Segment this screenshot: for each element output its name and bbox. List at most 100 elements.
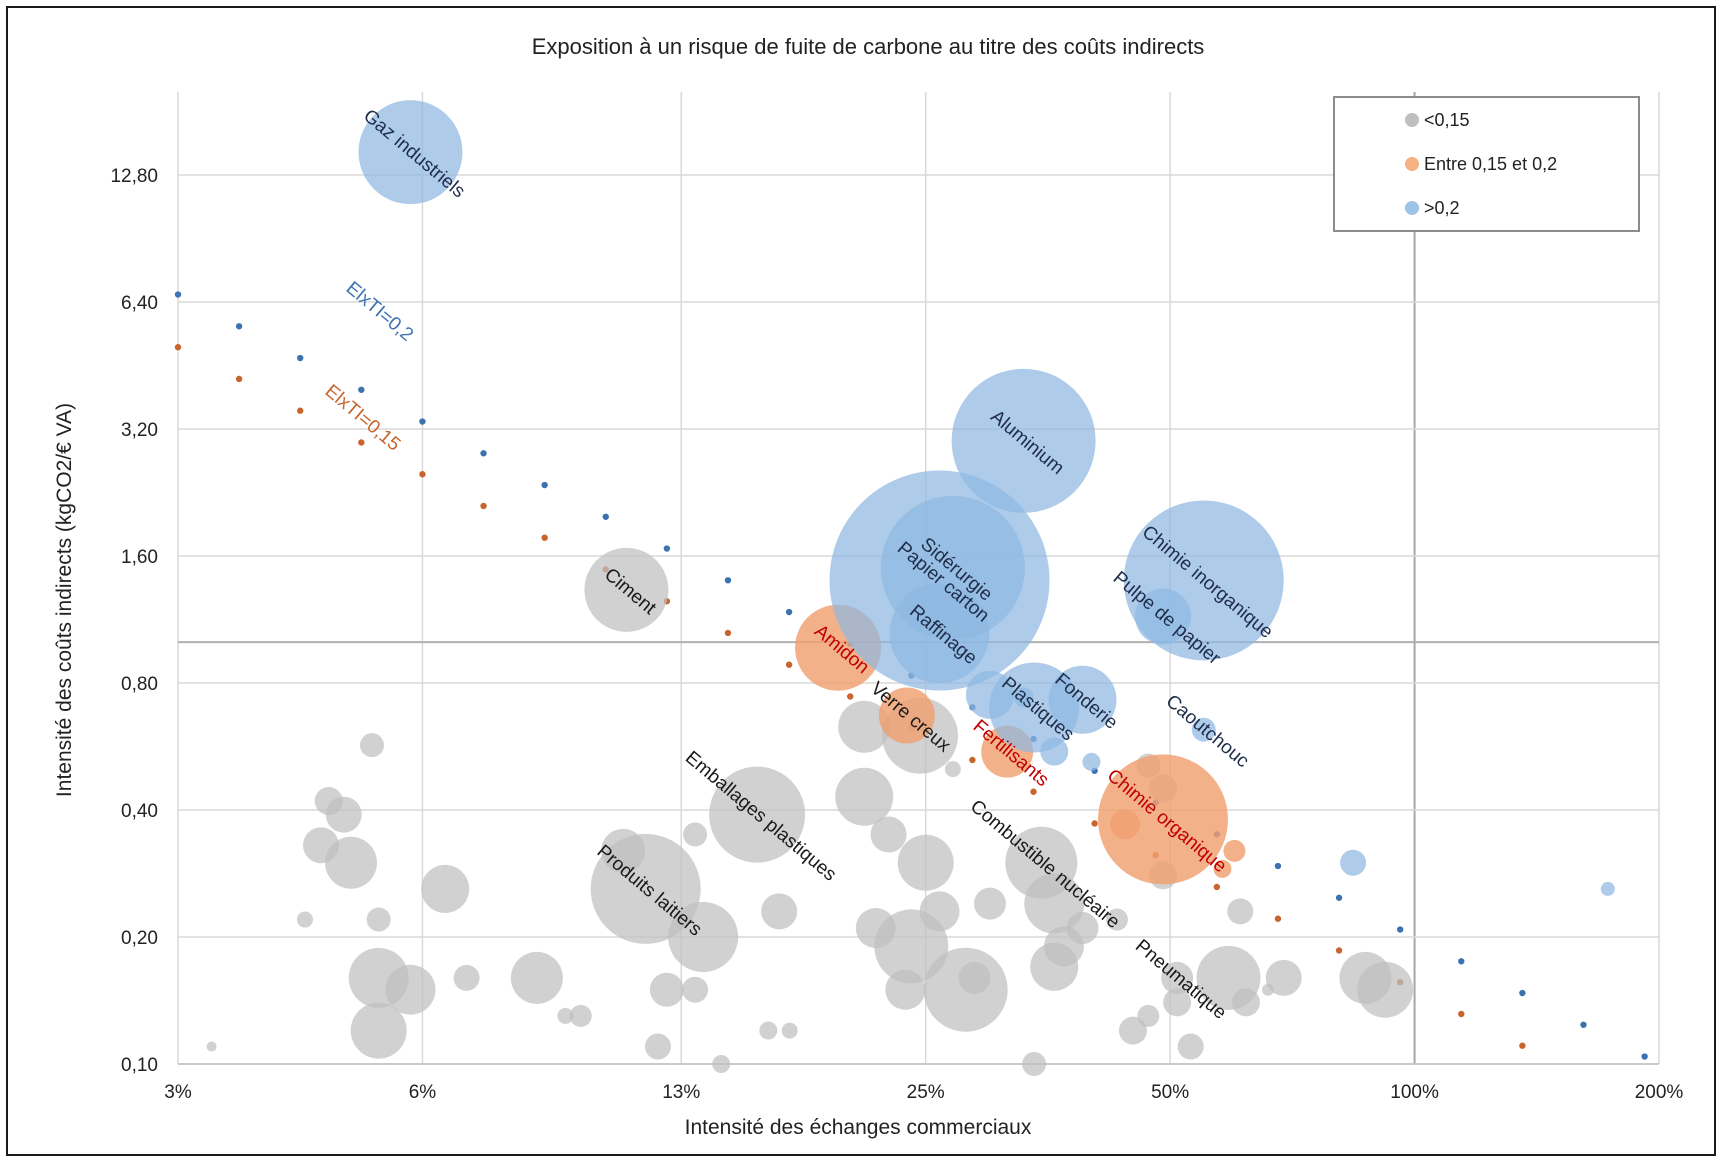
- bubble: [878, 687, 935, 744]
- reference-point: [235, 323, 243, 330]
- bubble: [206, 1041, 217, 1052]
- bubble: [350, 1002, 407, 1059]
- reference-point: [297, 354, 304, 362]
- bubble: [302, 827, 339, 864]
- legend-box: [1333, 96, 1640, 232]
- bubble: [569, 1004, 592, 1027]
- reference-point: [1274, 915, 1282, 922]
- bubble: [781, 1022, 798, 1039]
- bubble: [1040, 737, 1069, 766]
- reference-point: [1458, 1010, 1465, 1018]
- bubble: [510, 951, 563, 1004]
- x-tick-label: 13%: [662, 1082, 700, 1103]
- reference-point: [419, 418, 426, 425]
- x-tick-label: 100%: [1390, 1082, 1439, 1103]
- axes: 3% 6% 13% 25% 50% 100% 200% 0,10 0,20 0,40 0,80 1,6…: [110, 166, 1683, 1103]
- bubble: [1135, 588, 1192, 645]
- reference-point: [358, 386, 365, 393]
- x-tick-label: 50%: [1151, 1082, 1189, 1103]
- reference-point: [1030, 788, 1037, 795]
- bubble: [870, 816, 907, 853]
- reference-point: [1335, 894, 1343, 901]
- bubble: [1048, 665, 1117, 734]
- y-tick-label: 0,40: [121, 801, 158, 822]
- bubble: [897, 834, 954, 891]
- bubble: [421, 864, 470, 913]
- y-tick-label: 3,20: [121, 420, 158, 441]
- bubble: [1213, 859, 1232, 878]
- bubble: [1177, 1033, 1204, 1060]
- reference-point: [541, 534, 548, 541]
- reference-point: [1213, 883, 1221, 891]
- bubble: [453, 964, 480, 991]
- reference-point: [1335, 947, 1343, 954]
- reference-point: [358, 439, 365, 446]
- bubble: [1105, 908, 1128, 931]
- bubble: [1262, 983, 1275, 996]
- bubble: [958, 961, 991, 994]
- bubble: [944, 761, 961, 778]
- legend-label-mid: Entre 0,15 et 0,2: [1424, 154, 1557, 174]
- bubble: [366, 907, 391, 932]
- reference-point: [235, 375, 243, 383]
- bubble: [885, 969, 926, 1010]
- bubble: [1161, 961, 1194, 994]
- bubble: [644, 1033, 671, 1060]
- reference-point: [1396, 926, 1404, 933]
- bubble: [359, 733, 384, 758]
- legend: <0,15 Entre 0,15 et 0,2 >0,2: [1333, 96, 1640, 232]
- y-tick-label: 0,20: [121, 928, 158, 949]
- x-tick-label: 25%: [907, 1082, 945, 1103]
- bubble: [1163, 988, 1192, 1017]
- bubble: [1265, 959, 1302, 996]
- reference-point: [969, 756, 976, 764]
- y-tick-label: 1,60: [121, 547, 158, 568]
- bubble: [682, 976, 709, 1003]
- bubble: [584, 547, 669, 632]
- bubble: [358, 100, 463, 205]
- bubble: [649, 972, 684, 1007]
- legend-swatch-blue: [1405, 201, 1419, 215]
- bubble: [1024, 873, 1085, 934]
- bubble: [1098, 754, 1229, 885]
- legend-label-high: >0,2: [1424, 198, 1460, 218]
- reference-point: [419, 471, 426, 478]
- reference-point: [1519, 1042, 1526, 1049]
- reference-point: [1580, 1021, 1587, 1028]
- bubble: [855, 908, 896, 949]
- bubble: [557, 1007, 574, 1024]
- reference-point: [724, 577, 732, 584]
- bubble: [761, 893, 798, 930]
- reference-point: [1519, 989, 1526, 997]
- bubble: [709, 766, 806, 863]
- bubble: [668, 902, 739, 972]
- reference-point: [785, 608, 793, 616]
- reference-point: [1641, 1053, 1648, 1060]
- bubble: [951, 368, 1096, 513]
- bubble: [1600, 881, 1615, 896]
- legend-swatch-orange: [1405, 157, 1419, 171]
- bubble: [314, 787, 343, 816]
- y-tick-label: 6,40: [121, 293, 158, 314]
- bubble: [1227, 898, 1254, 925]
- legend-label-low: <0,15: [1424, 110, 1470, 130]
- x-tick-label: 3%: [164, 1082, 192, 1103]
- reference-point: [663, 545, 671, 552]
- bubble: [1191, 717, 1216, 742]
- reference-point: [785, 661, 793, 668]
- reference-point: [1274, 862, 1282, 870]
- y-axis-title: Intensité des coûts indirects (kgCO2/€ V…: [53, 403, 76, 797]
- bubble: [1110, 809, 1141, 840]
- bubble: [973, 887, 1006, 920]
- bubble: [1066, 912, 1099, 945]
- y-tick-label: 0,80: [121, 674, 158, 695]
- bubble: [601, 828, 646, 873]
- reference-point: [480, 450, 487, 457]
- legend-swatch-grey: [1405, 113, 1419, 127]
- bubble: [759, 1021, 778, 1040]
- reference-point: [1458, 958, 1465, 965]
- bubble: [1013, 687, 1034, 708]
- bubble: [919, 891, 960, 932]
- bubble: [1082, 752, 1101, 771]
- reference-point: [1091, 820, 1098, 827]
